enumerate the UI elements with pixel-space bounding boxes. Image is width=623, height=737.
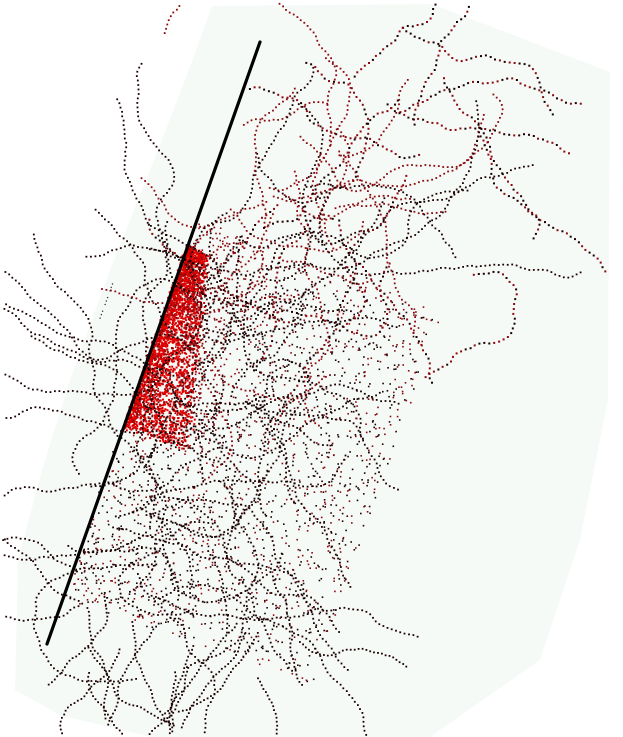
- axis-line: [45, 40, 262, 646]
- background-panel: [15, 4, 610, 737]
- point-cloud: [2, 2, 607, 736]
